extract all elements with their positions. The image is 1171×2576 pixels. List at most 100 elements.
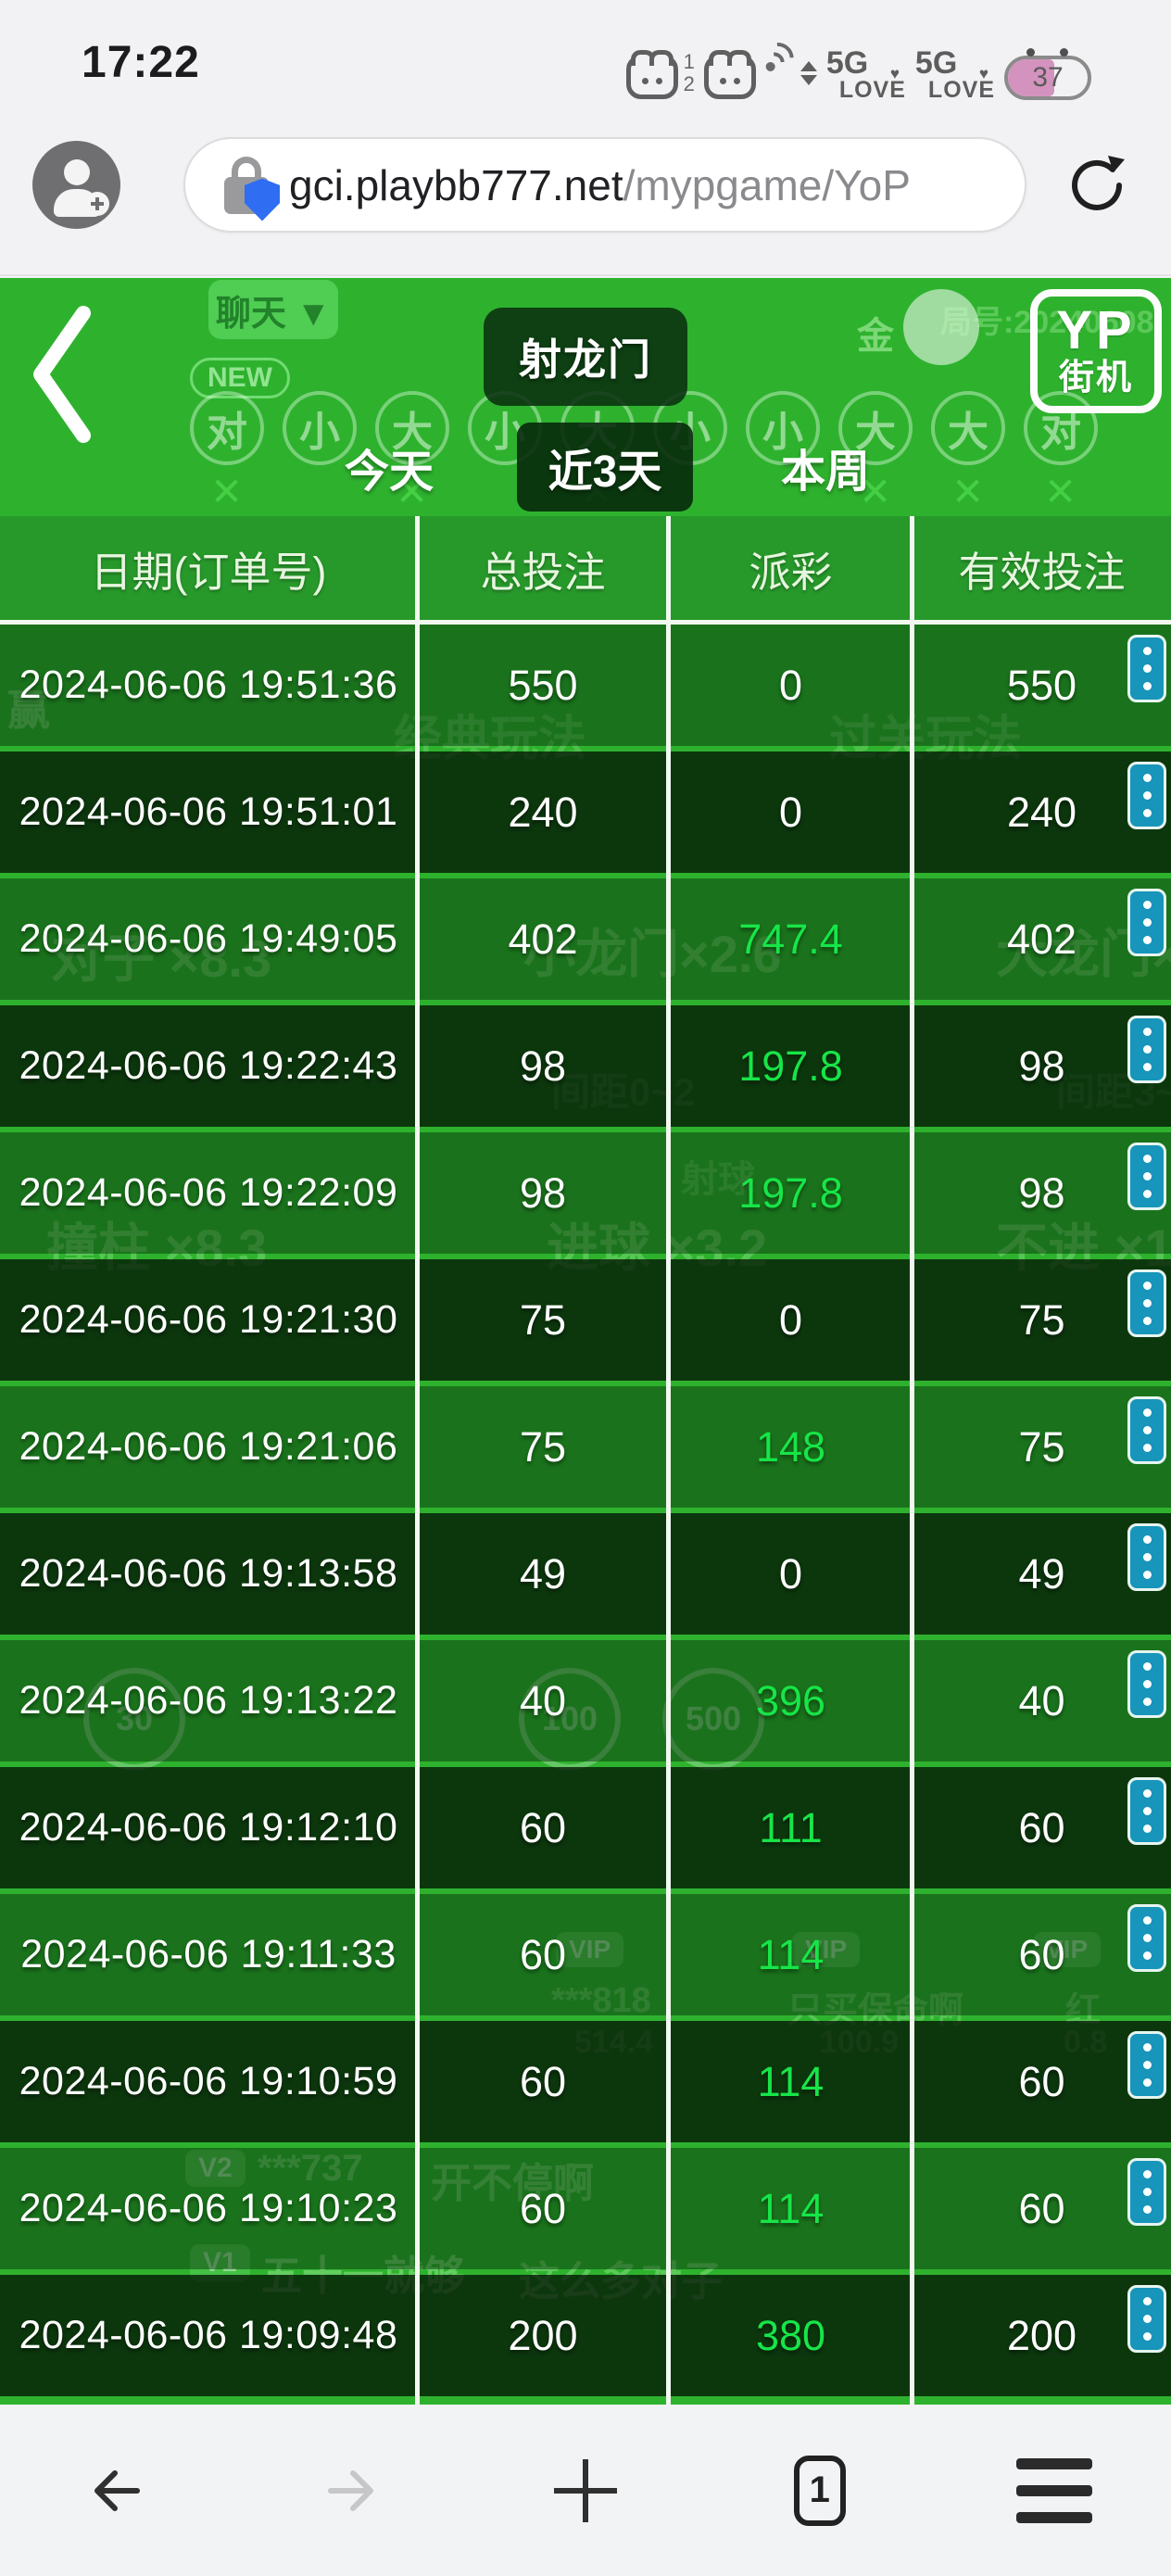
- background-ghost: 射球: [681, 1159, 755, 1200]
- row-actions-button[interactable]: [1127, 2158, 1166, 2226]
- background-ghost: 小: [283, 391, 357, 465]
- date-range-tabs: 今天 近3天 本周: [0, 423, 1171, 515]
- row-actions-button[interactable]: [1127, 635, 1166, 702]
- tab-this-week[interactable]: 本周: [747, 423, 904, 511]
- table-row: 2024-06-06 19:11:33 60 114 60: [0, 1894, 1171, 2015]
- row-actions-button[interactable]: [1127, 1777, 1166, 1845]
- cell-valid-bet: 240: [1006, 788, 1077, 836]
- url-bar[interactable]: gci.playbb777.net/mypgame/YoP: [183, 137, 1026, 233]
- background-ghost: 金: [857, 316, 894, 357]
- row-actions-button[interactable]: [1127, 1650, 1166, 1718]
- cell-payout: 148: [755, 1422, 826, 1471]
- background-ghost: ***737: [258, 2148, 363, 2189]
- cell-valid-bet: 402: [1006, 915, 1077, 963]
- background-ghost: VIP: [556, 1932, 624, 1967]
- secure-lock-icon: [224, 156, 280, 221]
- cell-payout: 197.8: [738, 1042, 843, 1090]
- cell-valid-bet: 60: [1018, 1803, 1065, 1851]
- nav-back-button[interactable]: [0, 2405, 234, 2576]
- plus-icon: [554, 2459, 617, 2522]
- background-ghost: 对: [1024, 391, 1098, 465]
- cell-total-bet: 240: [508, 788, 578, 836]
- nav-forward-button[interactable]: [234, 2405, 469, 2576]
- row-actions-button[interactable]: [1127, 1904, 1166, 1972]
- game-history-page: 聊天 ▼金局号:20240608NEW对小大小大小小大大对✕✕✕✕✕✕赢经典玩法…: [0, 278, 1171, 2405]
- table-row: 2024-06-06 19:51:36 550 0 550: [0, 625, 1171, 746]
- cell-valid-bet: 200: [1006, 2311, 1077, 2359]
- wifi-icon: [754, 36, 800, 82]
- cell-payout: 114: [757, 1930, 825, 1978]
- page-header: 射龙门 YP 街机: [0, 278, 1171, 443]
- cell-total-bet: 60: [519, 1803, 567, 1851]
- url-host: gci.playbb777.net: [289, 160, 623, 209]
- table-row: 2024-06-06 19:21:06 75 148 75: [0, 1386, 1171, 1508]
- cell-payout: 114: [757, 2184, 825, 2232]
- nav-tabs-button[interactable]: 1: [702, 2405, 937, 2576]
- background-ghost: 100: [519, 1668, 621, 1770]
- background-ghost: ✕: [1044, 470, 1077, 513]
- menu-icon: [1015, 2457, 1092, 2523]
- table-row: 2024-06-06 19:22:09 98 197.8 98: [0, 1132, 1171, 1254]
- table-row: 2024-06-06 19:21:30 75 0 75: [0, 1259, 1171, 1381]
- shield-icon: [245, 178, 280, 221]
- url-text: gci.playbb777.net/mypgame/YoP: [289, 160, 911, 210]
- cell-date-order: 2024-06-06 19:12:10: [19, 1805, 398, 1850]
- row-actions-button[interactable]: [1127, 1523, 1166, 1591]
- back-arrow-icon: [94, 2469, 141, 2511]
- row-actions-button[interactable]: [1127, 1016, 1166, 1083]
- cell-payout: 747.4: [738, 915, 843, 963]
- tab-last-3-days-active[interactable]: 近3天: [517, 423, 693, 511]
- row-actions-button[interactable]: [1127, 762, 1166, 829]
- nav-new-tab-button[interactable]: [469, 2405, 703, 2576]
- cell-date-order: 2024-06-06 19:11:33: [20, 1932, 397, 1976]
- network-tech-label: 5G: [825, 44, 869, 81]
- background-ghost: ✕: [951, 470, 985, 513]
- url-path: /mypgame/YoP: [623, 160, 911, 209]
- header-valid-bet: 有效投注: [958, 548, 1126, 596]
- cell-total-bet: 60: [519, 2057, 567, 2105]
- row-actions-button[interactable]: [1127, 1396, 1166, 1464]
- row-actions-button[interactable]: [1127, 889, 1166, 956]
- table-header: 日期(订单号) 总投注 派彩 有效投注: [0, 516, 1171, 625]
- back-button[interactable]: [22, 304, 102, 445]
- tab-today[interactable]: 今天: [315, 423, 463, 511]
- refresh-icon: [1072, 156, 1125, 210]
- data-transfer-icon: [800, 61, 817, 85]
- battery-percent: 37: [1032, 62, 1064, 93]
- sim2-icon: [703, 50, 756, 99]
- cell-date-order: 2024-06-06 19:22:43: [19, 1043, 398, 1088]
- cell-date-order: 2024-06-06 19:22:09: [19, 1170, 398, 1215]
- background-ghost: V2: [185, 2150, 246, 2187]
- refresh-button[interactable]: [1062, 150, 1132, 221]
- cell-date-order: 2024-06-06 19:51:36: [19, 663, 398, 707]
- row-actions-button[interactable]: [1127, 2031, 1166, 2099]
- cell-payout: 111: [759, 1803, 823, 1851]
- cell-payout: 197.8: [738, 1168, 843, 1217]
- cell-total-bet: 98: [519, 1042, 567, 1090]
- row-actions-button[interactable]: [1127, 1269, 1166, 1337]
- row-actions-button[interactable]: [1127, 2285, 1166, 2353]
- sim1-icon: [625, 50, 678, 99]
- cell-payout: 0: [778, 1549, 803, 1597]
- cell-valid-bet: 98: [1018, 1042, 1065, 1090]
- table-row: 2024-06-06 19:10:59 60 114 60: [0, 2021, 1171, 2142]
- cell-date-order: 2024-06-06 19:49:05: [19, 916, 398, 961]
- cell-payout: 114: [757, 2057, 825, 2105]
- network-1: 5G LOVE ♥: [825, 44, 906, 104]
- profile-avatar-button[interactable]: [32, 141, 120, 229]
- background-ghost: 聊天 ▼: [208, 280, 338, 339]
- cell-total-bet: 40: [519, 1676, 567, 1724]
- table-row: 2024-06-06 19:13:58 49 0 49: [0, 1513, 1171, 1635]
- cell-payout: 380: [755, 2311, 826, 2359]
- cell-total-bet: 49: [519, 1549, 567, 1597]
- cell-total-bet: 60: [519, 2184, 567, 2232]
- yp-arcade-logo: YP 街机: [1030, 289, 1162, 413]
- background-ghost: ✕: [859, 470, 892, 513]
- nav-menu-button[interactable]: [937, 2405, 1171, 2576]
- background-ghost: 开不停啊: [431, 2161, 594, 2206]
- cell-valid-bet: 550: [1006, 661, 1077, 709]
- row-actions-button[interactable]: [1127, 1143, 1166, 1210]
